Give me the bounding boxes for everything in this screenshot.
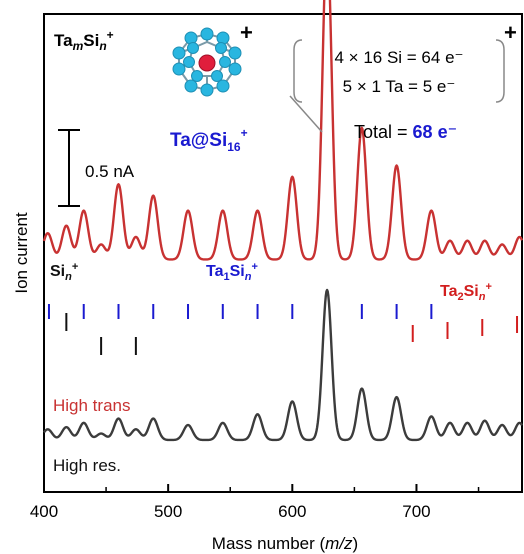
series-line-0 [42, 0, 524, 261]
plot-frame [43, 13, 523, 493]
series-label-high-res: High res. [53, 456, 121, 475]
x-tick-label-500: 500 [154, 502, 182, 521]
formula-label: TamSin+ [54, 28, 114, 53]
ta2sin-group-label: Ta2Sin+ [440, 281, 492, 303]
x-tick-label-700: 700 [402, 502, 430, 521]
x-axis-ticks: 400 500 600 700 [30, 484, 480, 521]
x-axis-label: Mass number (m/z) [212, 534, 358, 553]
annotation-pointer [289, 95, 323, 133]
electron-count-line-1: 4 × 16 Si = 64 e⁻ [334, 48, 463, 67]
sin-group-label: Sin+ [50, 261, 78, 283]
scale-bar: 0.5 nA [58, 129, 135, 207]
scale-bar-label: 0.5 nA [85, 162, 135, 181]
x-tick-label-600: 600 [278, 502, 306, 521]
series-lines [42, 0, 524, 442]
electron-count-box: 4 × 16 Si = 64 e⁻ 5 × 1 Ta = 5 e⁻ [293, 39, 505, 103]
cluster-structure-image [172, 27, 242, 97]
peak-markers [47, 304, 519, 355]
y-axis-label: Ion current [12, 212, 31, 294]
x-tick-label-400: 400 [30, 502, 58, 521]
series-label-high-trans: High trans [53, 396, 130, 415]
electron-count-line-2: 5 × 1 Ta = 5 e⁻ [343, 77, 456, 96]
ta1sin-group-label: Ta1Sin+ [206, 261, 258, 283]
electron-total: Total = 68 e⁻ [354, 122, 457, 142]
electron-count-charge: + [504, 20, 517, 45]
cluster-label: Ta@Si16+ [170, 126, 248, 154]
cluster-charge: + [240, 20, 253, 45]
series-line-1 [43, 288, 524, 442]
